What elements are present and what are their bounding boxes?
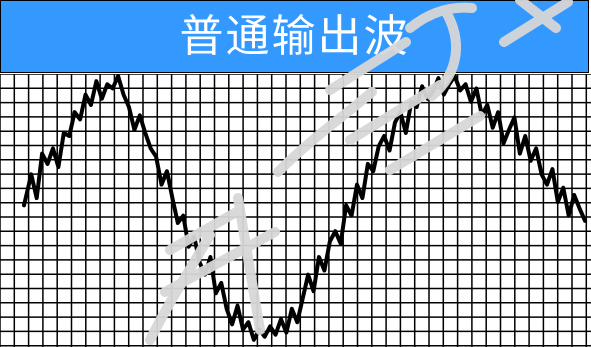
chart-background — [0, 74, 591, 347]
waveform-line — [22, 74, 587, 342]
title-bar: 普通输出波 — [0, 0, 589, 73]
waveform-chart — [0, 74, 591, 347]
